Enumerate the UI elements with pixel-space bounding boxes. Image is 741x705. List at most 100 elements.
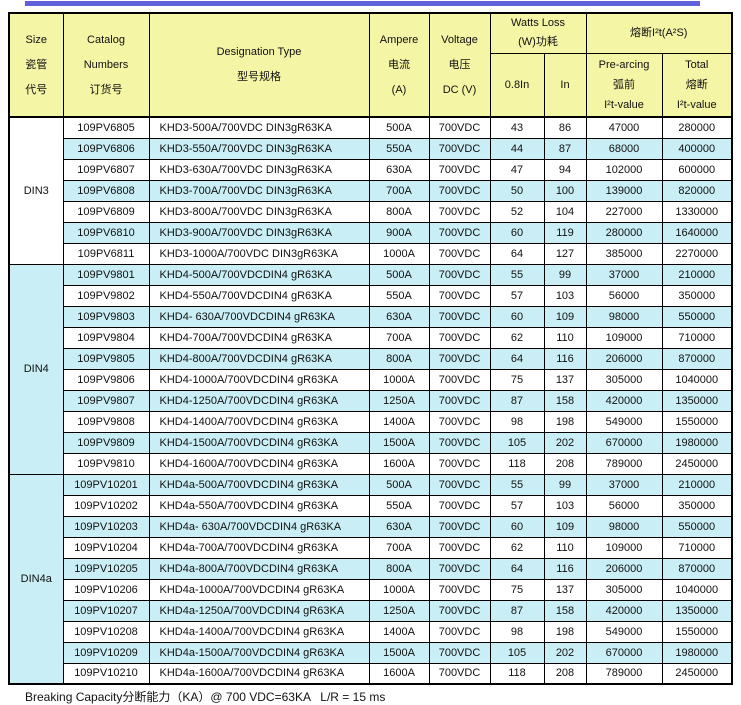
table-row: DIN4a 109PV10201 KHD4a-500A/700VDCDIN4 gR6…	[8, 473, 733, 685]
watts-in-cell: 109	[543, 515, 587, 538]
designation-cell: KHD3-550A/700VDC DIN3gR63KA	[148, 137, 370, 160]
watts-in-cell: 100	[543, 179, 587, 202]
voltage-cell: 700VDC	[428, 431, 491, 454]
prearcing-i2t-cell: 37000	[585, 473, 663, 496]
designation-cell: KHD4-700A/700VDCDIN4 gR63KA	[148, 326, 370, 349]
watts-08in-cell: 60	[489, 305, 545, 328]
table-row: 109PV9802 KHD4-550A/700VDCDIN4 gR63KA 550A…	[9, 284, 733, 307]
voltage-cell: 700VDC	[428, 473, 491, 496]
voltage-cell: 700VDC	[428, 662, 491, 685]
table-row: 109PV9808 KHD4-1400A/700VDCDIN4 gR63KA 140…	[9, 410, 733, 433]
watts-in-cell: 86	[543, 116, 587, 139]
total-i2t-cell: 210000	[661, 473, 733, 496]
voltage-cell: 700VDC	[428, 536, 491, 559]
total-i2t-cell: 550000	[661, 305, 733, 328]
watts-08in-cell: 64	[489, 557, 545, 580]
designation-cell: KHD4a-1250A/700VDCDIN4 gR63KA	[148, 599, 370, 622]
table-row: 109PV10202 KHD4a-550A/700VDCDIN4 gR63KA 55…	[9, 494, 733, 517]
watts-in-cell: 202	[543, 431, 587, 454]
ampere-cell: 1250A	[368, 599, 430, 622]
table-row: 109PV10207 KHD4a-1250A/700VDCDIN4 gR63KA 1…	[9, 599, 733, 622]
watts-08in-cell: 105	[489, 641, 545, 664]
total-i2t-cell: 350000	[661, 284, 733, 307]
voltage-cell: 700VDC	[428, 557, 491, 580]
catalog-number-cell: 109PV10206	[62, 578, 150, 601]
watts-in-cell: 103	[543, 284, 587, 307]
total-i2t-cell: 600000	[661, 158, 733, 181]
total-i2t-cell: 2450000	[661, 452, 733, 475]
voltage-cell: 700VDC	[428, 326, 491, 349]
table-row: 109PV9809 KHD4-1500A/700VDCDIN4 gR63KA 150…	[9, 431, 733, 454]
prearcing-i2t-cell: 420000	[585, 599, 663, 622]
table-row: 109PV6807 KHD3-630A/700VDC DIN3gR63KA 630A…	[9, 158, 733, 181]
catalog-number-cell: 109PV6811	[62, 242, 150, 265]
watts-in-cell: 208	[543, 452, 587, 475]
catalog-number-cell: 109PV10210	[62, 662, 150, 685]
total-i2t-cell: 1550000	[661, 410, 733, 433]
designation-cell: KHD4a-550A/700VDCDIN4 gR63KA	[148, 494, 370, 517]
designation-cell: KHD4a-1600A/700VDCDIN4 gR63KA	[148, 662, 370, 685]
catalog-number-cell: 109PV10202	[62, 494, 150, 517]
catalog-number-cell: 109PV6807	[62, 158, 150, 181]
table-row: 109PV10206 KHD4a-1000A/700VDCDIN4 gR63KA 1…	[9, 578, 733, 601]
watts-in-cell: 202	[543, 641, 587, 664]
col-header-catalog-numbers: Catalog Numbers 订货号	[62, 12, 150, 118]
total-i2t-cell: 2450000	[661, 662, 733, 685]
ampere-cell: 550A	[368, 137, 430, 160]
col-header-watts-in: In	[543, 52, 587, 118]
watts-08in-cell: 75	[489, 368, 545, 391]
designation-cell: KHD4a-1400A/700VDCDIN4 gR63KA	[148, 620, 370, 643]
total-i2t-cell: 280000	[661, 116, 733, 139]
ampere-cell: 1000A	[368, 578, 430, 601]
ampere-cell: 500A	[368, 116, 430, 139]
voltage-cell: 700VDC	[428, 137, 491, 160]
designation-cell: KHD3-800A/700VDC DIN3gR63KA	[148, 200, 370, 223]
catalog-number-cell: 109PV10208	[62, 620, 150, 643]
total-i2t-cell: 1350000	[661, 599, 733, 622]
voltage-cell: 700VDC	[428, 578, 491, 601]
total-i2t-cell: 1040000	[661, 368, 733, 391]
ampere-cell: 700A	[368, 326, 430, 349]
catalog-number-cell: 109PV10207	[62, 599, 150, 622]
col-header-watts-08in: 0.8In	[489, 52, 545, 118]
prearcing-i2t-cell: 98000	[585, 305, 663, 328]
prearcing-i2t-cell: 56000	[585, 494, 663, 517]
col-header-prearcing-i2t: Pre-arcing 弧前 I²t-value	[585, 52, 663, 118]
table-body: DIN3 109PV6805 KHD3-500A/700VDC DIN3gR63KA…	[8, 116, 733, 685]
watts-08in-cell: 60	[489, 221, 545, 244]
watts-in-cell: 208	[543, 662, 587, 685]
voltage-cell: 700VDC	[428, 599, 491, 622]
voltage-cell: 700VDC	[428, 179, 491, 202]
table-row: 109PV9803 KHD4- 630A/700VDCDIN4 gR63KA 630…	[9, 305, 733, 328]
ampere-cell: 1250A	[368, 389, 430, 412]
catalog-number-cell: 109PV9801	[62, 263, 150, 286]
catalog-number-cell: 109PV9809	[62, 431, 150, 454]
watts-08in-cell: 75	[489, 578, 545, 601]
table-row: 109PV9810 KHD4-1600A/700VDCDIN4 gR63KA 160…	[9, 452, 733, 475]
watts-in-cell: 103	[543, 494, 587, 517]
prearcing-i2t-cell: 47000	[585, 116, 663, 139]
watts-08in-cell: 98	[489, 410, 545, 433]
table-row: 109PV10204 KHD4a-700A/700VDCDIN4 gR63KA 70…	[9, 536, 733, 559]
size-group-label: DIN3	[8, 116, 64, 265]
catalog-number-cell: 109PV9810	[62, 452, 150, 475]
watts-08in-cell: 44	[489, 137, 545, 160]
ampere-cell: 630A	[368, 305, 430, 328]
designation-cell: KHD4-1500A/700VDCDIN4 gR63KA	[148, 431, 370, 454]
breaking-capacity-note: Breaking Capacity分断能力（KA）@ 700 VDC=63KA …	[25, 690, 386, 704]
catalog-number-cell: 109PV9803	[62, 305, 150, 328]
ampere-cell: 700A	[368, 536, 430, 559]
voltage-cell: 700VDC	[428, 284, 491, 307]
total-i2t-cell: 710000	[661, 326, 733, 349]
table-row: 109PV6806 KHD3-550A/700VDC DIN3gR63KA 550A…	[9, 137, 733, 160]
total-i2t-cell: 350000	[661, 494, 733, 517]
ampere-cell: 500A	[368, 473, 430, 496]
designation-cell: KHD4a-700A/700VDCDIN4 gR63KA	[148, 536, 370, 559]
designation-cell: KHD3-900A/700VDC DIN3gR63KA	[148, 221, 370, 244]
total-i2t-cell: 1980000	[661, 641, 733, 664]
ampere-cell: 1500A	[368, 641, 430, 664]
table-row: 109PV9806 KHD4-1000A/700VDCDIN4 gR63KA 100…	[9, 368, 733, 391]
catalog-number-cell: 109PV10204	[62, 536, 150, 559]
watts-in-cell: 110	[543, 326, 587, 349]
prearcing-i2t-cell: 109000	[585, 536, 663, 559]
